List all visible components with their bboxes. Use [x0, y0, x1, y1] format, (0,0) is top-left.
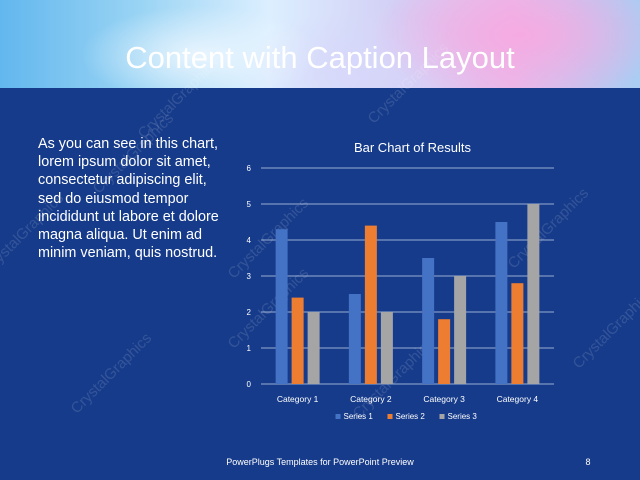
title-banner: [0, 0, 640, 88]
y-tick-label: 6: [247, 164, 252, 173]
bar: [291, 297, 304, 384]
y-tick-label: 0: [247, 380, 252, 389]
x-tick-label: Category 4: [497, 394, 539, 404]
bar: [527, 204, 540, 384]
bar: [364, 225, 377, 384]
slide-caption: As you can see in this chart, lorem ipsu…: [38, 136, 219, 262]
legend-swatch: [439, 414, 445, 419]
bar: [380, 312, 393, 384]
bar: [495, 222, 508, 384]
bar: [454, 276, 467, 384]
bar: [307, 312, 320, 384]
y-tick-label: 3: [247, 272, 252, 281]
x-tick-label: Category 3: [423, 394, 465, 404]
bar-chart: Bar Chart of Results 0 1 2 3 4 5 6 Category 1 Cat…: [247, 140, 554, 421]
x-tick-label: Category 2: [350, 394, 392, 404]
page-number: 8: [585, 457, 591, 467]
watermark: CrystalGraphics: [569, 284, 640, 373]
y-tick-label: 4: [247, 236, 252, 245]
slide-title: Content with Caption Layout: [125, 40, 515, 75]
bar: [275, 229, 288, 384]
footer-text: PowerPlugs Templates for PowerPoint Prev…: [226, 457, 414, 467]
watermark: CrystalGraphics: [67, 329, 156, 418]
bar: [511, 283, 524, 384]
legend-swatch: [335, 414, 341, 419]
y-tick-label: 5: [247, 200, 252, 209]
y-tick-label: 1: [247, 344, 252, 353]
y-tick-label: 2: [247, 308, 252, 317]
bar: [422, 258, 435, 384]
bar: [438, 319, 451, 384]
bar: [348, 294, 361, 384]
x-tick-label: Category 1: [277, 394, 319, 404]
legend-label: Series 2: [396, 412, 426, 421]
legend-label: Series 1: [344, 412, 374, 421]
chart-title: Bar Chart of Results: [354, 140, 472, 155]
legend-swatch: [387, 414, 393, 419]
legend-label: Series 3: [448, 412, 478, 421]
